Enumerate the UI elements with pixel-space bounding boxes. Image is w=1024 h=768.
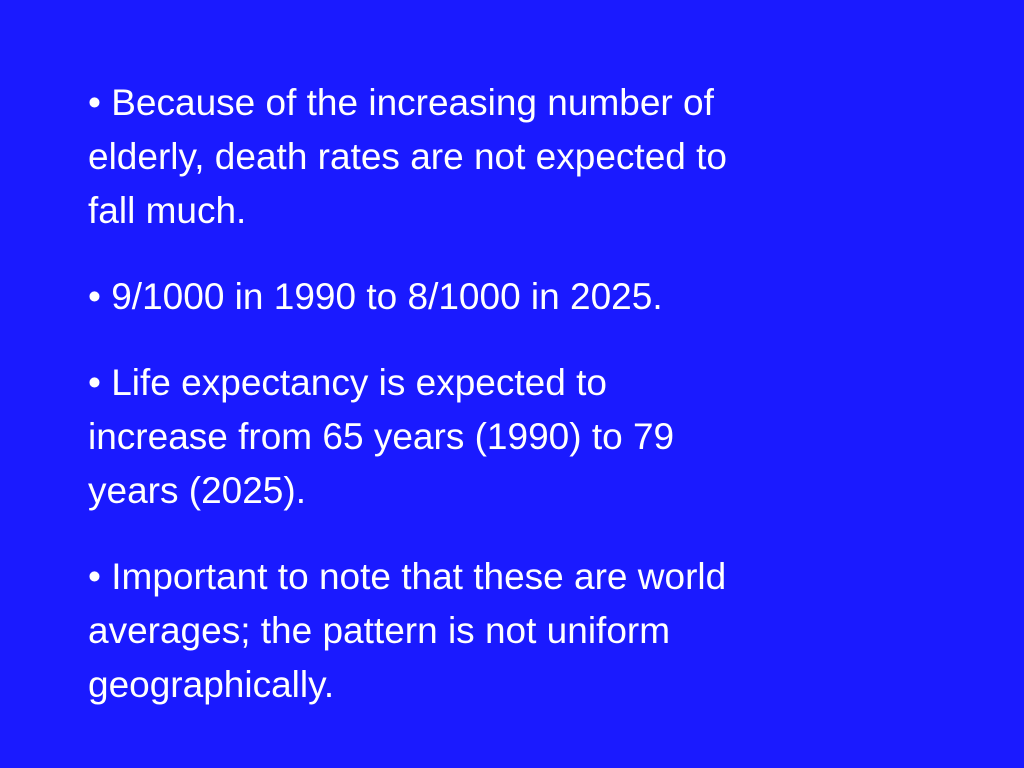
bullet-paragraph: • Because of the increasing number of eld… <box>88 76 988 238</box>
text-line: • 9/1000 in 1990 to 8/1000 in 2025. <box>88 276 663 317</box>
text-line: elderly, death rates are not expected to <box>88 136 727 177</box>
slide-body: • Because of the increasing number of eld… <box>88 76 988 744</box>
text-line: • Because of the increasing number of <box>88 82 714 123</box>
text-line: • Life expectancy is expected to <box>88 362 607 403</box>
bullet-paragraph: • Life expectancy is expected to increase… <box>88 356 988 518</box>
text-line: geographically. <box>88 664 335 705</box>
text-line: fall much. <box>88 190 247 231</box>
text-line: increase from 65 years (1990) to 79 <box>88 416 675 457</box>
text-line: averages; the pattern is not uniform <box>88 610 671 651</box>
bullet-paragraph: • 9/1000 in 1990 to 8/1000 in 2025. <box>88 270 988 324</box>
bullet-paragraph: • Important to note that these are world… <box>88 550 988 712</box>
text-line: • Important to note that these are world <box>88 556 727 597</box>
text-line: years (2025). <box>88 470 306 511</box>
